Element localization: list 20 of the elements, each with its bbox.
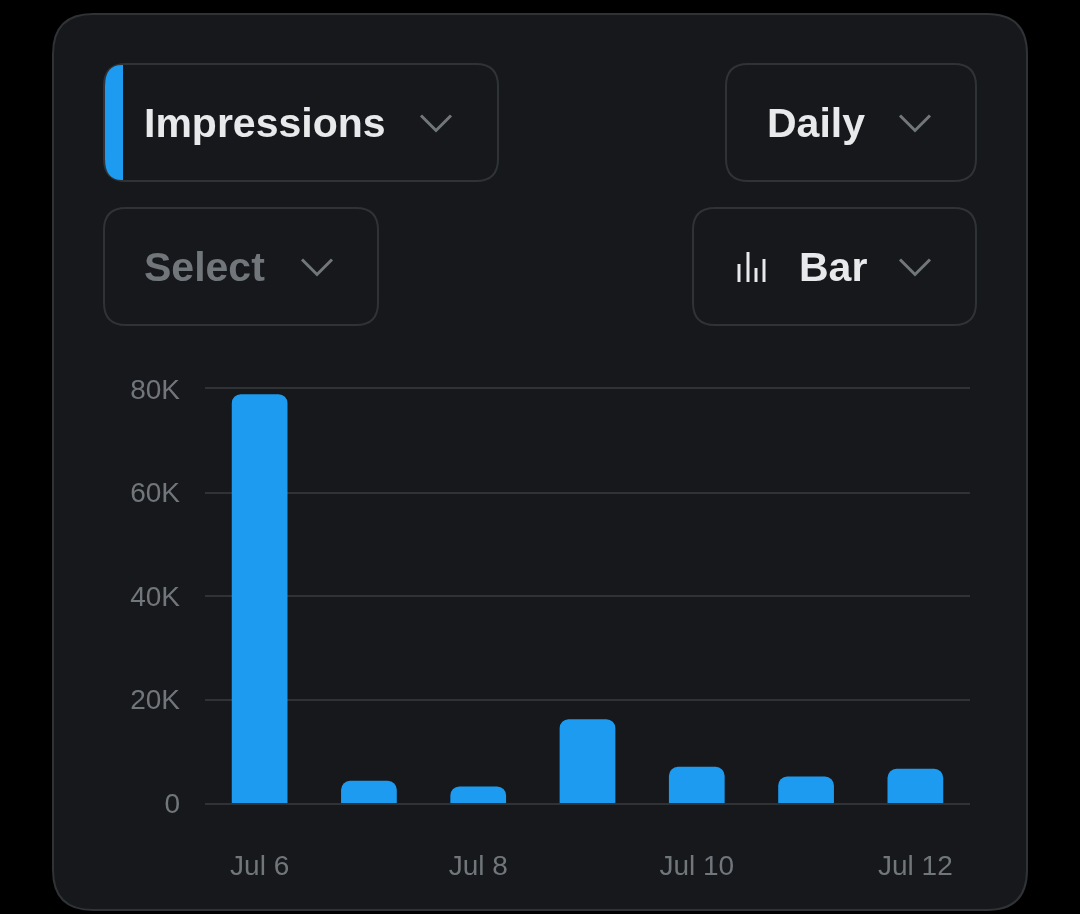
- y-tick-label: 40K: [130, 580, 181, 612]
- text: Bar: [799, 244, 868, 290]
- y-tick-label: 20K: [130, 684, 181, 716]
- y-tick-label: 0: [164, 787, 180, 819]
- bar: [778, 776, 834, 803]
- x-tick-label: Jul 8: [448, 849, 508, 881]
- text: Select: [144, 244, 266, 290]
- bar: [559, 719, 616, 803]
- bar: [450, 786, 507, 803]
- x-tick-label: Jul 12: [878, 849, 953, 881]
- x-tick-label: Jul 6: [230, 849, 290, 881]
- text: Impressions: [144, 100, 386, 146]
- text: Daily: [767, 100, 866, 146]
- y-tick-label: 60K: [130, 477, 181, 509]
- y-tick-label: 80K: [130, 373, 181, 405]
- bar: [668, 766, 725, 803]
- bar: [887, 768, 944, 803]
- bar: [341, 780, 397, 803]
- x-tick-label: Jul 10: [659, 849, 735, 881]
- bar: [231, 394, 288, 803]
